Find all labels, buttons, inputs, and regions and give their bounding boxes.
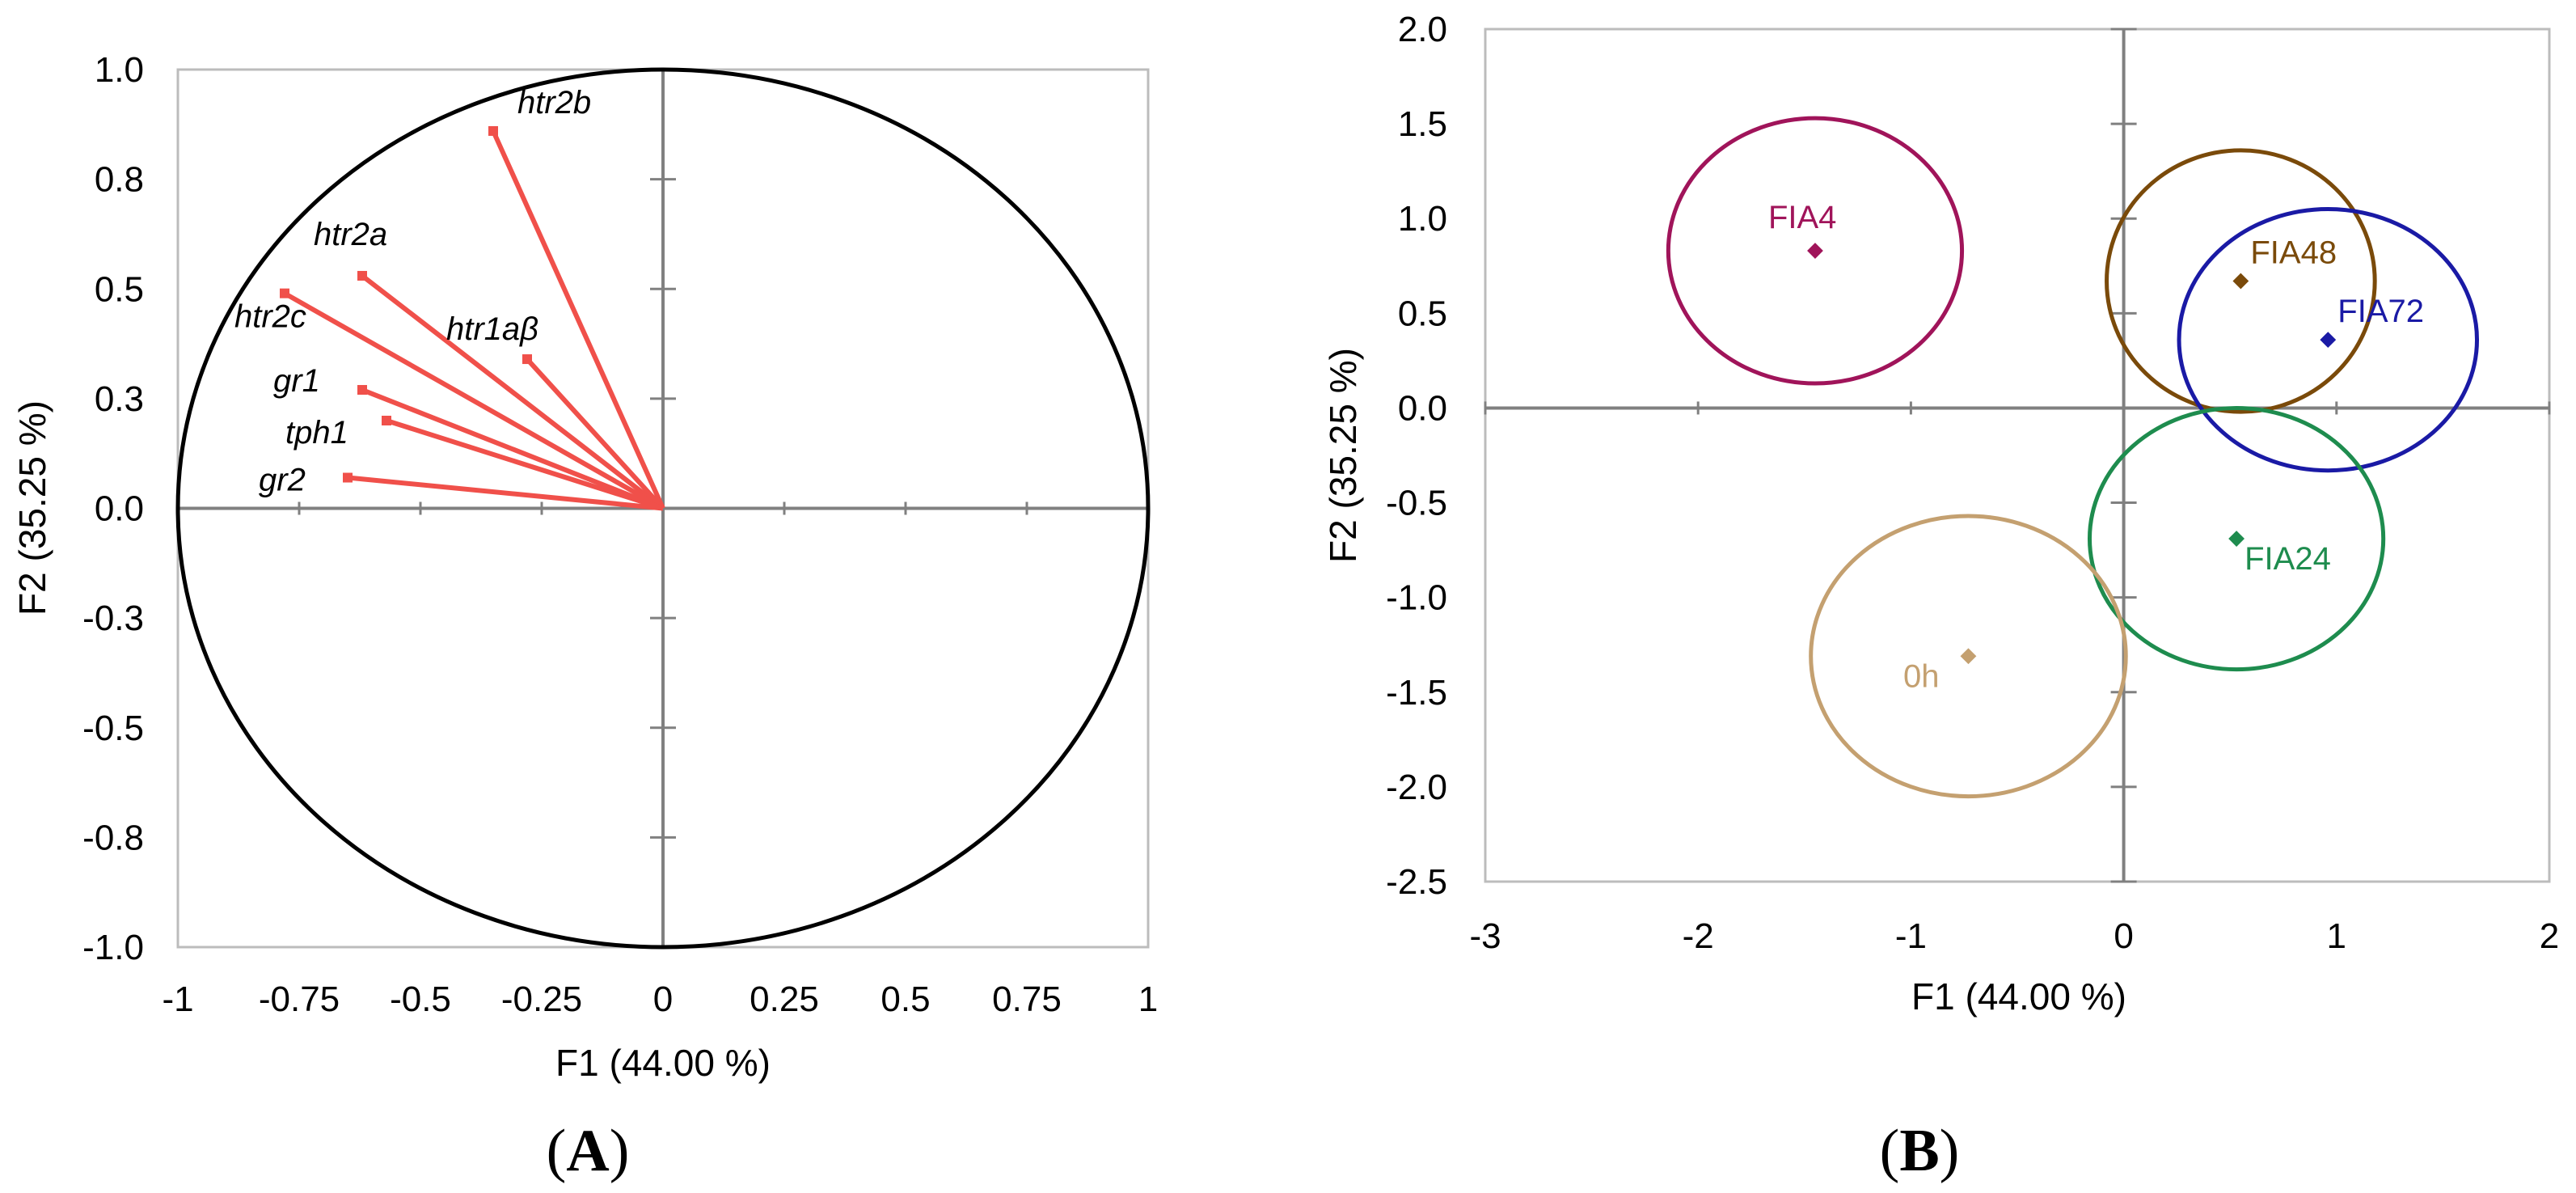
vector-arrow: [361, 273, 665, 510]
vector-arrow: [386, 418, 664, 511]
y-tick-label: 2.0: [1398, 10, 1447, 49]
vector-endpoint: [343, 472, 353, 483]
y-tick-label: 0.5: [1398, 294, 1447, 333]
group-label: FIA48: [2250, 235, 2337, 271]
group-centroid: [2228, 531, 2244, 547]
vector-endpoint: [522, 354, 532, 365]
group-label: FIA4: [1768, 200, 1836, 235]
confidence-ellipse: [2105, 148, 2377, 414]
vector-endpoint: [382, 416, 391, 425]
group-centroid: [1807, 243, 1823, 259]
x-tick-label: 0.5: [880, 979, 930, 1019]
group-centroid: [2232, 273, 2249, 290]
confidence-ellipse: [2177, 207, 2480, 473]
correlation-circle-chart: htr2b htr2a htr2c htr1aβ gr1 tph1 gr2 -1 -0.75 -…: [11, 50, 1158, 1184]
x-tick-label: -1: [162, 979, 193, 1019]
correlation-circle: [175, 67, 1151, 950]
x-tick-label: 2: [2540, 916, 2559, 956]
vector-arrow: [361, 387, 665, 511]
y-tick-label: -0.5: [1386, 484, 1447, 523]
y-tick-label: 0.8: [95, 160, 144, 200]
x-tick-label: 1: [2327, 916, 2346, 956]
vector-arrow: [347, 475, 664, 511]
y-tick-label: 1.5: [1398, 104, 1447, 144]
panel-label-b: (B): [1880, 1118, 1960, 1184]
y-tick-label: -2.5: [1386, 862, 1447, 902]
x-tick-label: 1: [1138, 979, 1158, 1019]
y-tick-label: 1.0: [1398, 199, 1447, 239]
x-tick-label: -0.75: [259, 979, 340, 1019]
x-tick-label: 0: [2114, 916, 2133, 956]
y-tick-label: -0.8: [82, 818, 144, 857]
y-tick-label: -1.0: [82, 928, 144, 967]
x-axis-label: F1 (44.00 %): [555, 1042, 771, 1084]
vector-label: htr2c: [234, 299, 306, 335]
x-tick-label: -1: [1895, 916, 1927, 956]
vector-label: gr1: [273, 363, 320, 399]
vector-label: htr2b: [517, 85, 591, 121]
y-tick-label: 1.0: [95, 50, 144, 90]
y-tick-label: 0.0: [1398, 388, 1447, 428]
vector-endpoint: [280, 288, 289, 298]
group-centroid: [2320, 332, 2337, 349]
vector-label: gr2: [259, 463, 306, 498]
vector-label: tph1: [285, 415, 348, 451]
vector-label: htr2a: [314, 217, 387, 252]
vector-arrow: [491, 129, 665, 510]
vector-arrow: [525, 357, 665, 510]
vector-endpoint: [488, 125, 498, 136]
x-tick-label: -0.25: [501, 979, 582, 1019]
vector-label: htr1aβ: [446, 311, 538, 347]
plot-area-border: [1484, 27, 2551, 883]
y-tick-label: -0.3: [82, 599, 144, 638]
y-tick-label: 0.0: [95, 489, 144, 529]
confidence-ellipse: [1666, 116, 1965, 386]
x-tick-label: -2: [1683, 916, 1714, 956]
confidence-ellipse: [1809, 514, 2128, 799]
x-tick-label: -3: [1469, 916, 1501, 956]
y-tick-label: -1.0: [1386, 578, 1447, 618]
y-tick-label: -0.5: [82, 709, 144, 748]
group-label: FIA72: [2337, 294, 2424, 329]
y-tick-label: -2.0: [1386, 768, 1447, 807]
confidence-ellipse: [2087, 405, 2386, 672]
x-tick-label: 0.25: [750, 979, 819, 1019]
y-tick-label: -1.5: [1386, 673, 1447, 713]
x-tick-label: 0.75: [992, 979, 1062, 1019]
vector-arrow: [283, 291, 665, 511]
group-label: FIA24: [2244, 541, 2331, 577]
group-centroid: [1960, 648, 1977, 665]
panel-label-a: (A): [547, 1118, 630, 1184]
vector-endpoint: [357, 270, 367, 281]
x-axis-label: F1 (44.00 %): [1911, 975, 2126, 1017]
x-tick-label: 0: [653, 979, 673, 1019]
y-axis-label: F2 (35.25 %): [1322, 348, 1364, 563]
vector-endpoint: [357, 385, 367, 396]
x-tick-label: -0.5: [390, 979, 451, 1019]
y-tick-label: 0.3: [95, 379, 144, 419]
group-label: 0h: [1903, 658, 1940, 694]
y-tick-label: 0.5: [95, 269, 144, 309]
y-axis-label: F2 (35.25 %): [11, 400, 53, 616]
